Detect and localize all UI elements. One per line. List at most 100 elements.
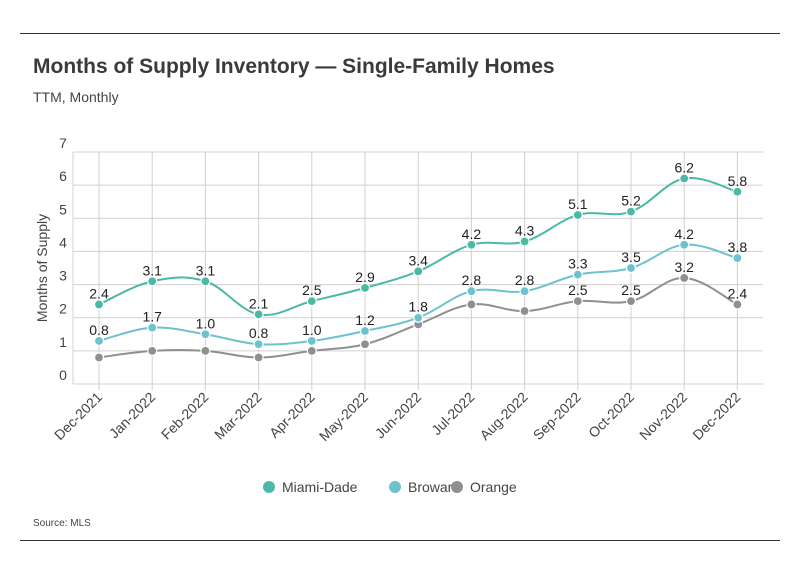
data-point-broward bbox=[679, 239, 690, 250]
data-label-broward: 0.8 bbox=[89, 322, 109, 338]
bottom-rule bbox=[20, 540, 780, 541]
data-label-broward: 1.7 bbox=[142, 309, 162, 325]
data-point-miami-dade bbox=[147, 276, 158, 287]
data-point-miami-dade bbox=[625, 206, 637, 217]
data-point-miami-dade bbox=[519, 236, 530, 247]
x-tick-label: Mar-2022 bbox=[211, 389, 265, 443]
legend-label-miami-dade: Miami-Dade bbox=[282, 479, 358, 495]
data-point-miami-dade bbox=[413, 266, 424, 277]
legend-label-orange: Orange bbox=[470, 479, 517, 495]
data-label-broward: 2.8 bbox=[515, 272, 535, 288]
chart-title: Months of Supply Inventory — Single-Fami… bbox=[33, 55, 555, 78]
data-point-broward bbox=[466, 286, 477, 297]
y-tick-label: 5 bbox=[59, 201, 67, 217]
data-point-orange bbox=[359, 339, 371, 350]
x-tick-label: Feb-2022 bbox=[158, 389, 212, 443]
data-point-miami-dade bbox=[200, 276, 211, 287]
data-point-miami-dade bbox=[679, 173, 690, 184]
data-point-miami-dade bbox=[306, 296, 317, 307]
data-point-broward bbox=[413, 312, 424, 323]
data-point-miami-dade bbox=[572, 209, 583, 221]
x-tick-label: May-2022 bbox=[316, 389, 371, 444]
x-tick-label: Jul-2022 bbox=[428, 389, 477, 438]
legend-marker-broward bbox=[389, 481, 401, 493]
y-tick-label: 2 bbox=[59, 301, 67, 317]
data-label-miami-dade: 4.3 bbox=[515, 222, 535, 238]
y-tick-label: 0 bbox=[59, 367, 67, 383]
data-label-broward: 3.8 bbox=[728, 239, 748, 255]
x-tick-label: Aug-2022 bbox=[476, 389, 530, 443]
y-tick-label: 1 bbox=[59, 334, 67, 350]
data-label-miami-dade: 5.2 bbox=[621, 193, 641, 209]
data-label-broward: 3.3 bbox=[568, 256, 588, 272]
data-point-orange bbox=[200, 345, 211, 356]
data-point-orange bbox=[625, 296, 637, 307]
data-label-miami-dade: 5.8 bbox=[728, 173, 748, 189]
data-point-broward bbox=[732, 252, 743, 264]
x-tick-label: Oct-2022 bbox=[585, 389, 637, 441]
data-point-broward bbox=[572, 269, 583, 280]
data-point-orange bbox=[147, 345, 158, 356]
data-label-miami-dade: 2.9 bbox=[355, 269, 375, 285]
data-point-orange bbox=[732, 299, 743, 310]
data-label-broward: 1.8 bbox=[408, 299, 428, 315]
data-label-miami-dade: 4.2 bbox=[462, 226, 482, 242]
x-tick-label: Apr-2022 bbox=[266, 389, 318, 441]
series-points bbox=[93, 173, 743, 363]
top-rule bbox=[20, 33, 780, 34]
data-point-miami-dade bbox=[466, 239, 477, 250]
data-point-broward bbox=[200, 329, 211, 340]
data-label-broward: 1.2 bbox=[355, 312, 375, 328]
x-tick-label: Jun-2022 bbox=[372, 389, 425, 442]
y-tick-label: 3 bbox=[59, 268, 67, 284]
x-tick-label: Dec-2022 bbox=[689, 389, 743, 443]
data-point-orange bbox=[93, 352, 105, 363]
data-point-orange bbox=[466, 299, 477, 310]
data-point-broward bbox=[359, 325, 371, 337]
data-point-miami-dade bbox=[253, 309, 264, 320]
data-point-orange bbox=[679, 272, 690, 284]
legend: Miami-Dade Broward Orange bbox=[263, 479, 517, 495]
data-labels: 2.4 3.1 3.1 2.1 2.5 2.9 3.4 4.2 4.3 5.1 5.2 6.2 5.8 0… bbox=[89, 160, 747, 342]
y-tick-label: 7 bbox=[59, 135, 67, 151]
data-label-broward: 0.8 bbox=[249, 325, 269, 341]
data-label-broward: 1.0 bbox=[302, 322, 322, 338]
y-tick-label: 6 bbox=[59, 168, 67, 184]
data-point-miami-dade bbox=[359, 282, 371, 293]
data-point-orange bbox=[253, 352, 264, 363]
data-point-broward bbox=[625, 262, 637, 274]
y-axis-title: Months of Supply bbox=[34, 214, 50, 322]
data-point-broward bbox=[147, 322, 158, 333]
source-note: Source: MLS bbox=[33, 518, 91, 529]
data-label-broward: 3.5 bbox=[621, 249, 641, 265]
data-point-miami-dade bbox=[732, 186, 743, 197]
data-label-broward: 1.0 bbox=[196, 315, 216, 331]
data-point-broward bbox=[519, 286, 530, 297]
x-tick-label: Jan-2022 bbox=[106, 389, 159, 442]
data-label-orange: 2.5 bbox=[621, 282, 641, 298]
x-tick-label: Nov-2022 bbox=[636, 389, 690, 443]
legend-marker-miami-dade bbox=[263, 481, 275, 493]
data-point-orange bbox=[519, 305, 530, 317]
chart-subtitle: TTM, Monthly bbox=[33, 89, 119, 105]
data-label-miami-dade: 3.4 bbox=[408, 252, 428, 268]
data-label-miami-dade: 6.2 bbox=[674, 160, 694, 176]
legend-marker-orange bbox=[451, 481, 463, 493]
data-label-miami-dade: 3.1 bbox=[142, 262, 162, 278]
y-tick-label: 4 bbox=[59, 234, 67, 250]
x-tick-label: Sep-2022 bbox=[530, 389, 584, 443]
data-label-orange: 3.2 bbox=[674, 259, 694, 275]
legend-label-broward: Broward bbox=[408, 479, 460, 495]
data-label-miami-dade: 3.1 bbox=[196, 262, 216, 278]
data-label-miami-dade: 5.1 bbox=[568, 196, 588, 212]
data-label-broward: 2.8 bbox=[462, 272, 482, 288]
data-point-orange bbox=[572, 296, 583, 307]
data-point-broward bbox=[93, 335, 105, 347]
data-label-miami-dade: 2.1 bbox=[249, 295, 269, 311]
data-point-broward bbox=[306, 335, 317, 347]
data-point-miami-dade bbox=[93, 299, 105, 310]
data-point-orange bbox=[306, 345, 317, 356]
data-point-broward bbox=[253, 339, 264, 350]
data-label-broward: 4.2 bbox=[674, 226, 694, 242]
